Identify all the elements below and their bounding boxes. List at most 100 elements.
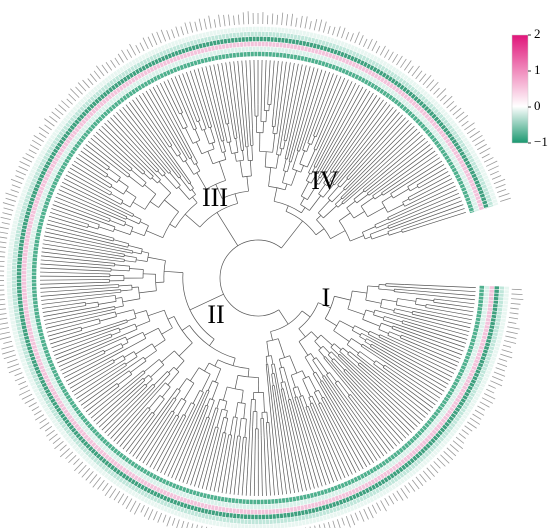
branch [416,181,454,201]
leaf-label [498,358,508,362]
branch [348,376,407,439]
leaf-label [449,105,457,112]
branch [119,365,127,370]
branch [404,342,458,367]
branch-arc [357,351,361,355]
leaf-label [318,19,323,32]
leaf-label [433,461,441,469]
branch [321,82,357,152]
branch [213,427,219,446]
branch [194,129,201,141]
branch [275,61,283,120]
leaf-label [314,525,316,528]
leaf-label [39,418,47,424]
leaf-label [74,461,84,472]
branch [78,366,131,403]
branch [153,382,166,397]
branch [318,175,326,185]
branch [301,310,311,318]
colorbar-tick-label: 1 [534,62,541,77]
branch [433,301,446,305]
branch [320,334,333,346]
leaf-label [446,100,455,109]
branch [200,114,207,129]
branch [114,201,122,205]
branch [426,178,453,193]
leaf-label [313,19,318,31]
branch [163,397,175,413]
branch [368,191,375,196]
branch [249,128,251,146]
branch [396,304,408,308]
leaf-label [472,134,483,143]
branch [426,313,472,325]
branch [246,146,249,161]
leaf-label [443,95,453,105]
branch [334,295,351,301]
leaf-label [218,14,221,27]
branch [40,259,107,266]
leaf-label [54,440,64,450]
leaf-label [415,70,423,80]
branch [205,66,223,132]
leaf-label [349,33,354,42]
leaf-label [151,33,158,46]
branch [99,352,106,357]
leaf-label [511,293,523,296]
branch [310,173,318,184]
branch [47,219,99,235]
branch [98,301,117,305]
leaf-label [488,165,499,172]
branch [101,361,115,371]
branch [313,141,318,150]
branch [347,395,360,411]
leaf-label [422,470,432,481]
branch [283,403,303,492]
branch [40,271,100,275]
branch [229,446,237,495]
branch-arc [129,197,137,208]
branch [182,175,190,185]
leaf-label [323,523,326,528]
branch [139,409,151,423]
leaf-label [493,371,506,377]
branch [42,247,115,259]
branch [349,351,365,364]
branch [69,167,106,190]
branch [101,125,147,170]
leaf-label [491,175,502,180]
leaf-label [28,402,37,408]
branch [300,197,305,205]
branch [414,208,465,226]
branch [391,328,401,333]
branch [308,397,312,404]
branch-arc [236,159,244,162]
branch [197,436,214,488]
branch-arc [158,328,166,341]
branch [295,68,319,148]
leaf-label [2,350,15,355]
branch [413,174,451,195]
branch [137,370,144,376]
branch [282,62,295,134]
branch [157,170,163,177]
leaf-label [404,485,411,493]
branch [179,122,184,129]
branch [384,192,460,225]
branch [60,358,86,371]
branch [312,81,353,164]
branch [171,407,203,479]
branch [327,185,340,199]
branch [374,309,386,314]
branch [387,226,401,232]
branch [264,60,267,100]
branch [298,341,309,356]
branch [46,322,84,333]
branch-arc [221,190,249,199]
branch [353,211,365,219]
branch [115,211,128,218]
leaf-label [392,53,399,63]
leaf-label [500,197,511,202]
branch [394,291,413,294]
branch [301,370,306,378]
